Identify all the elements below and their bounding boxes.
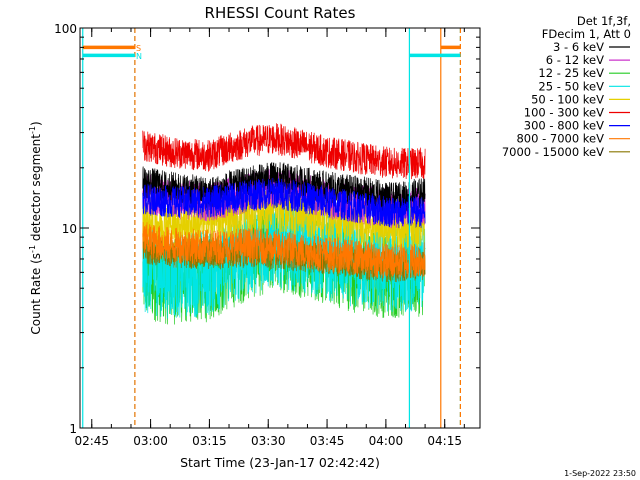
x-tick-label: 04:15 (427, 434, 462, 448)
chart-title: RHESSI Count Rates (205, 4, 356, 22)
y-axis: 1 10 100 (54, 22, 480, 436)
series-300-800-kev (142, 177, 426, 229)
series-layer (142, 123, 426, 325)
series-800-7000-kev (142, 222, 426, 279)
flag-label-n: N (136, 52, 142, 61)
legend-entry: 12 - 25 keV (538, 66, 604, 80)
legend-entry: 3 - 6 keV (553, 40, 604, 54)
x-tick-label: 02:45 (74, 434, 109, 448)
legend-header: FDecim 1, Att 0 (542, 27, 631, 41)
legend-entry: 6 - 12 keV (546, 53, 604, 67)
y-tick-label: 10 (62, 222, 77, 236)
legend-entry: 300 - 800 keV (524, 119, 604, 133)
x-axis: 02:45 03:00 03:15 03:30 03:45 04:00 04:15 (74, 28, 465, 448)
flag-label-s: S (136, 44, 141, 53)
legend-entry: 50 - 100 keV (531, 92, 604, 106)
x-tick-label: 03:30 (251, 434, 286, 448)
x-axis-label: Start Time (23-Jan-17 02:42:42) (180, 455, 380, 470)
timestamp: 1-Sep-2022 23:50 (564, 469, 636, 478)
x-tick-label: 04:00 (369, 434, 404, 448)
flag-labels: SN (136, 44, 142, 61)
y-tick-label: 1 (69, 422, 77, 436)
legend-entry: 100 - 300 keV (524, 106, 604, 120)
y-axis-label: Count Rate (s-1 detector segment-1) (28, 121, 43, 334)
legend-header: Det 1f,3f, (577, 14, 631, 28)
x-tick-label: 03:00 (133, 434, 168, 448)
series-100-300-kev (142, 123, 426, 180)
x-tick-label: 03:15 (192, 434, 227, 448)
legend-entry: 25 - 50 keV (538, 79, 604, 93)
legend-entry: 800 - 7000 keV (516, 132, 604, 146)
x-tick-label: 03:45 (310, 434, 345, 448)
legend-entry: 7000 - 15000 keV (502, 145, 604, 159)
y-tick-label: 100 (54, 22, 77, 36)
